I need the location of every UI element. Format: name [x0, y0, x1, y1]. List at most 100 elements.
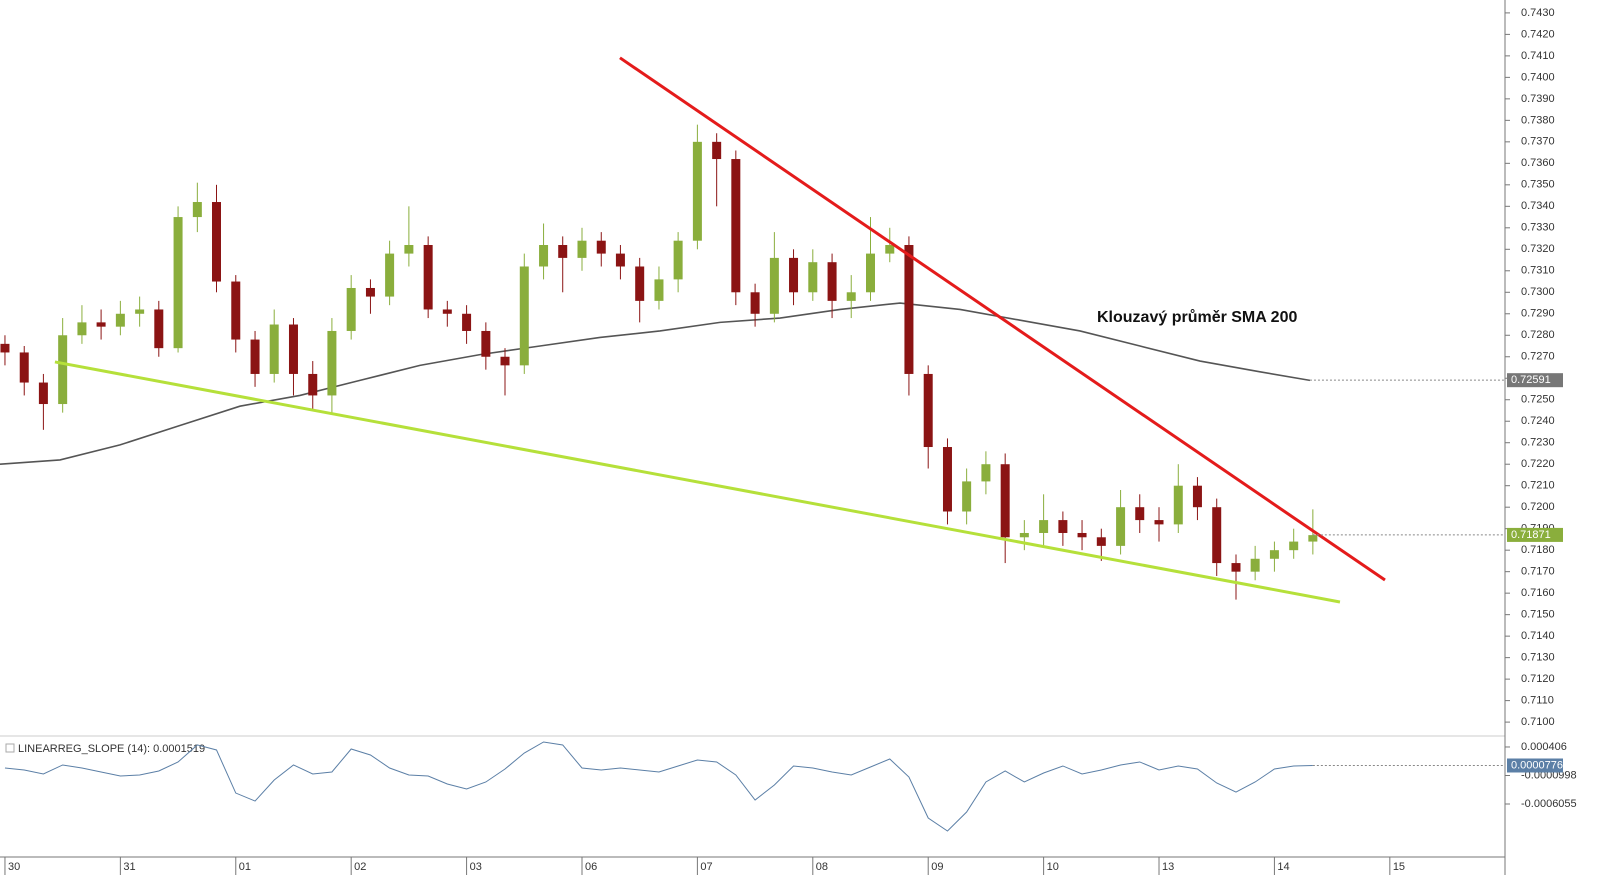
y-tick-label: 0.7300	[1521, 286, 1555, 298]
y-tick-label: 0.7180	[1521, 544, 1555, 556]
y-tick-label: 0.7280	[1521, 329, 1555, 341]
y-tick-label: 0.7110	[1521, 695, 1554, 707]
x-tick-label: 14	[1277, 861, 1289, 873]
x-tick-label: 13	[1162, 861, 1174, 873]
candle-body	[885, 245, 895, 254]
candle-body	[866, 253, 876, 293]
candle-body	[385, 253, 395, 297]
y-tick-label: 0.7430	[1521, 7, 1555, 19]
candle-body	[346, 287, 356, 331]
candle-body	[77, 322, 87, 336]
candle-body	[846, 292, 856, 301]
indicator-last-label: 0.0000776	[1511, 759, 1563, 771]
candle-body	[442, 309, 452, 314]
x-tick-label: 01	[239, 861, 251, 873]
x-tick-label: 08	[816, 861, 828, 873]
candle-body	[1019, 532, 1029, 538]
candle-body	[19, 352, 29, 383]
candle-body	[135, 309, 145, 314]
sma-last-box	[1507, 373, 1563, 388]
x-tick-label: 30	[8, 861, 20, 873]
candle-body	[500, 356, 510, 366]
x-tick-label: 07	[700, 861, 712, 873]
x-tick-label: 09	[931, 861, 943, 873]
x-tick-label: 02	[354, 861, 366, 873]
candle-body	[1116, 507, 1126, 546]
candle-body	[481, 330, 491, 357]
candle-body	[173, 217, 183, 349]
candle-body	[1173, 485, 1183, 525]
x-tick-label: 15	[1393, 861, 1405, 873]
candle-body	[1289, 541, 1299, 551]
candle-body	[654, 279, 664, 301]
x-tick-label: 03	[470, 861, 482, 873]
y-tick-label: 0.7370	[1521, 136, 1555, 148]
candle-body	[596, 240, 606, 254]
y-tick-label: 0.7120	[1521, 673, 1555, 685]
candle-body	[462, 313, 472, 331]
candle-body	[327, 330, 337, 396]
y-tick-label: 0.000406	[1521, 741, 1567, 753]
indicator-line	[4, 741, 1313, 832]
candle-body	[1308, 535, 1318, 542]
y-tick-label: 0.7350	[1521, 179, 1555, 191]
candle-body	[423, 245, 433, 310]
y-tick-label: 0.7200	[1521, 501, 1555, 513]
candle-body	[96, 322, 106, 327]
y-tick-label: 0.7400	[1521, 71, 1555, 83]
y-tick-label: 0.7230	[1521, 437, 1555, 449]
y-tick-label: 0.7140	[1521, 630, 1555, 642]
candle-body	[1096, 537, 1106, 546]
candle-body	[750, 292, 760, 314]
indicator-last-box	[1507, 758, 1563, 773]
price-last-box	[1507, 527, 1563, 542]
y-tick-label: 0.7410	[1521, 50, 1555, 62]
legend-icon	[5, 743, 15, 753]
candle-body	[923, 373, 933, 448]
y-tick-label: 0.7420	[1521, 28, 1555, 40]
y-tick-label: 0.7320	[1521, 243, 1555, 255]
y-tick-label: 0.7220	[1521, 458, 1555, 470]
candle-body	[404, 245, 414, 254]
annotation: Klouzavý průměr SMA 200	[1097, 309, 1297, 326]
candle-body	[539, 245, 549, 267]
candle-body	[115, 313, 125, 327]
y-tick-label: -0.0006055	[1521, 798, 1577, 810]
y-tick-label: 0.7290	[1521, 308, 1555, 320]
candle-body	[712, 141, 722, 160]
candle-body	[1250, 558, 1260, 572]
y-tick-label: 0.7150	[1521, 609, 1555, 621]
candle-body	[981, 464, 991, 482]
candle-body	[269, 324, 279, 374]
candle-body	[38, 382, 48, 405]
candle-body	[827, 262, 837, 301]
price-last-label: 0.71871	[1511, 529, 1551, 541]
candle-body	[577, 240, 587, 258]
candle-body	[154, 309, 164, 349]
y-tick-label: 0.7380	[1521, 114, 1555, 126]
candle-body	[0, 343, 10, 353]
y-tick-label: 0.7390	[1521, 93, 1555, 105]
candle-body	[1154, 520, 1164, 525]
candle-body	[250, 339, 260, 374]
candle-body	[692, 141, 702, 241]
trend-line	[54, 360, 1341, 604]
candle-body	[231, 281, 241, 340]
candle-body	[558, 245, 568, 258]
candle-body	[635, 266, 645, 301]
y-tick-label: 0.7250	[1521, 394, 1555, 406]
sma-last-label: 0.72591	[1511, 374, 1551, 386]
candle-body	[1231, 563, 1241, 572]
candle-body	[1077, 532, 1087, 538]
candle-body	[519, 266, 529, 366]
candle-body	[904, 245, 914, 374]
candle-body	[1192, 485, 1202, 508]
y-tick-label: 0.7340	[1521, 200, 1555, 212]
candle-body	[212, 202, 222, 282]
candle-body	[1000, 464, 1010, 538]
y-tick-label: 0.7170	[1521, 566, 1555, 578]
y-tick-label: 0.7100	[1521, 716, 1555, 728]
x-tick-label: 31	[123, 861, 135, 873]
